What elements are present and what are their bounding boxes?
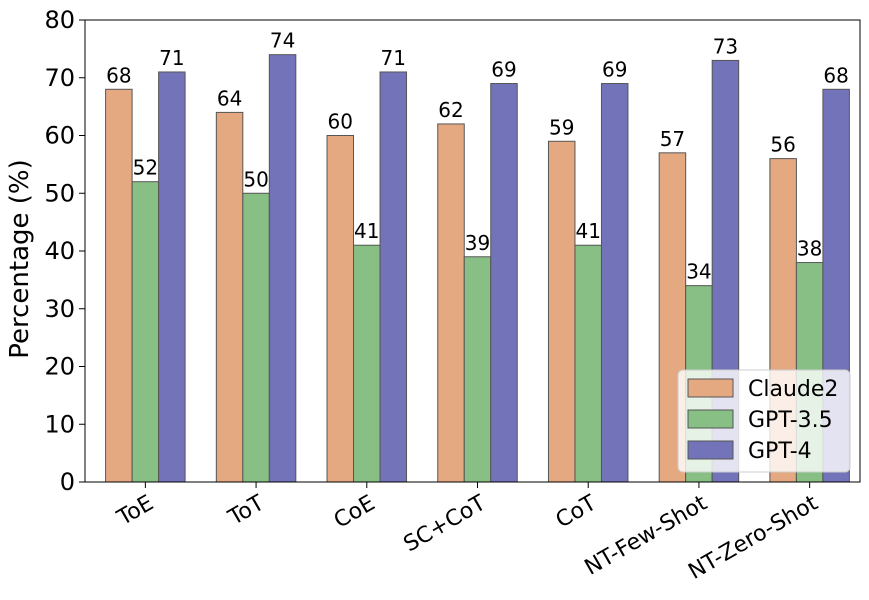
data-label: 73 [713,34,738,58]
data-label: 62 [438,98,463,122]
legend-label: GPT-3.5 [748,408,833,433]
legend-label: GPT-4 [748,439,812,464]
data-label: 69 [602,58,627,82]
data-label: 56 [770,133,795,157]
bar-gpt-3-5-tot [242,192,270,483]
y-tick-label: 40 [44,237,75,265]
y-tick-label: 30 [44,295,75,323]
data-labels-layer: 68 52 71 64 50 74 60 41 71 62 39 69 59 41 69 57 34 73 56 38… [106,29,849,284]
data-label: 68 [106,63,131,87]
y-axis-label: Percentage (%) [5,159,35,359]
data-label: 50 [243,167,268,191]
legend-swatch [687,440,734,460]
x-tick-label: ToT [224,490,270,531]
data-label: 68 [823,63,848,87]
y-tick-label: 20 [44,353,75,381]
bar-gpt-3-5-cot [574,244,602,483]
x-axis: ToE ToT CoE SC+CoT CoTNT-Few-ShotNT-Zero-Sho… [112,482,823,585]
x-tick-label: CoE [330,491,380,534]
data-label: 60 [328,110,353,134]
data-label: 39 [465,231,490,255]
bar-gpt-3-5-toe [131,181,160,483]
bar-gpt-4-tot [268,54,297,483]
bar-gpt-3-5-coe [353,244,381,483]
x-tick-label: CoT [552,490,602,533]
data-label: 74 [270,29,295,53]
bar-gpt-4-coe [379,71,408,483]
bar-claude2-toe [105,88,133,483]
data-label: 71 [159,46,184,70]
y-tick-label: 80 [44,6,75,34]
bar-gpt-4-toe [158,71,186,483]
bar-gpt-3-5-sc-cot [463,256,492,483]
bar-claude2-tot [215,111,244,483]
legend: Claude2 GPT-3.5 GPT-4 [677,369,851,473]
bar-claude2-cot [547,140,576,483]
data-label: 69 [491,58,516,82]
data-label: 57 [660,127,685,151]
x-tick-label: ToE [112,491,157,532]
y-tick-label: 10 [44,410,75,438]
data-label: 38 [797,237,822,261]
legend-swatch [687,409,734,429]
data-label: 52 [133,156,158,180]
bar-gpt-4-sc-cot [490,83,518,483]
legend-swatch [687,378,734,398]
y-tick-label: 60 [44,122,75,150]
data-label: 71 [381,46,406,70]
bar-claude2-coe [326,135,355,483]
y-axis: 0 10 20 30 40 50 60 70 80 [44,6,85,496]
y-tick-label: 70 [44,64,75,92]
data-label: 64 [217,86,242,110]
bar-gpt-4-cot [600,83,629,483]
legend-label: Claude2 [748,377,838,402]
data-label: 41 [354,219,379,243]
data-label: 41 [575,219,600,243]
bar-claude2-sc-cot [437,123,465,483]
data-label: 59 [549,115,574,139]
y-tick-label: 50 [44,179,75,207]
x-tick-label: SC+CoT [400,490,491,557]
data-label: 34 [686,260,711,284]
y-tick-label: 0 [60,468,75,496]
